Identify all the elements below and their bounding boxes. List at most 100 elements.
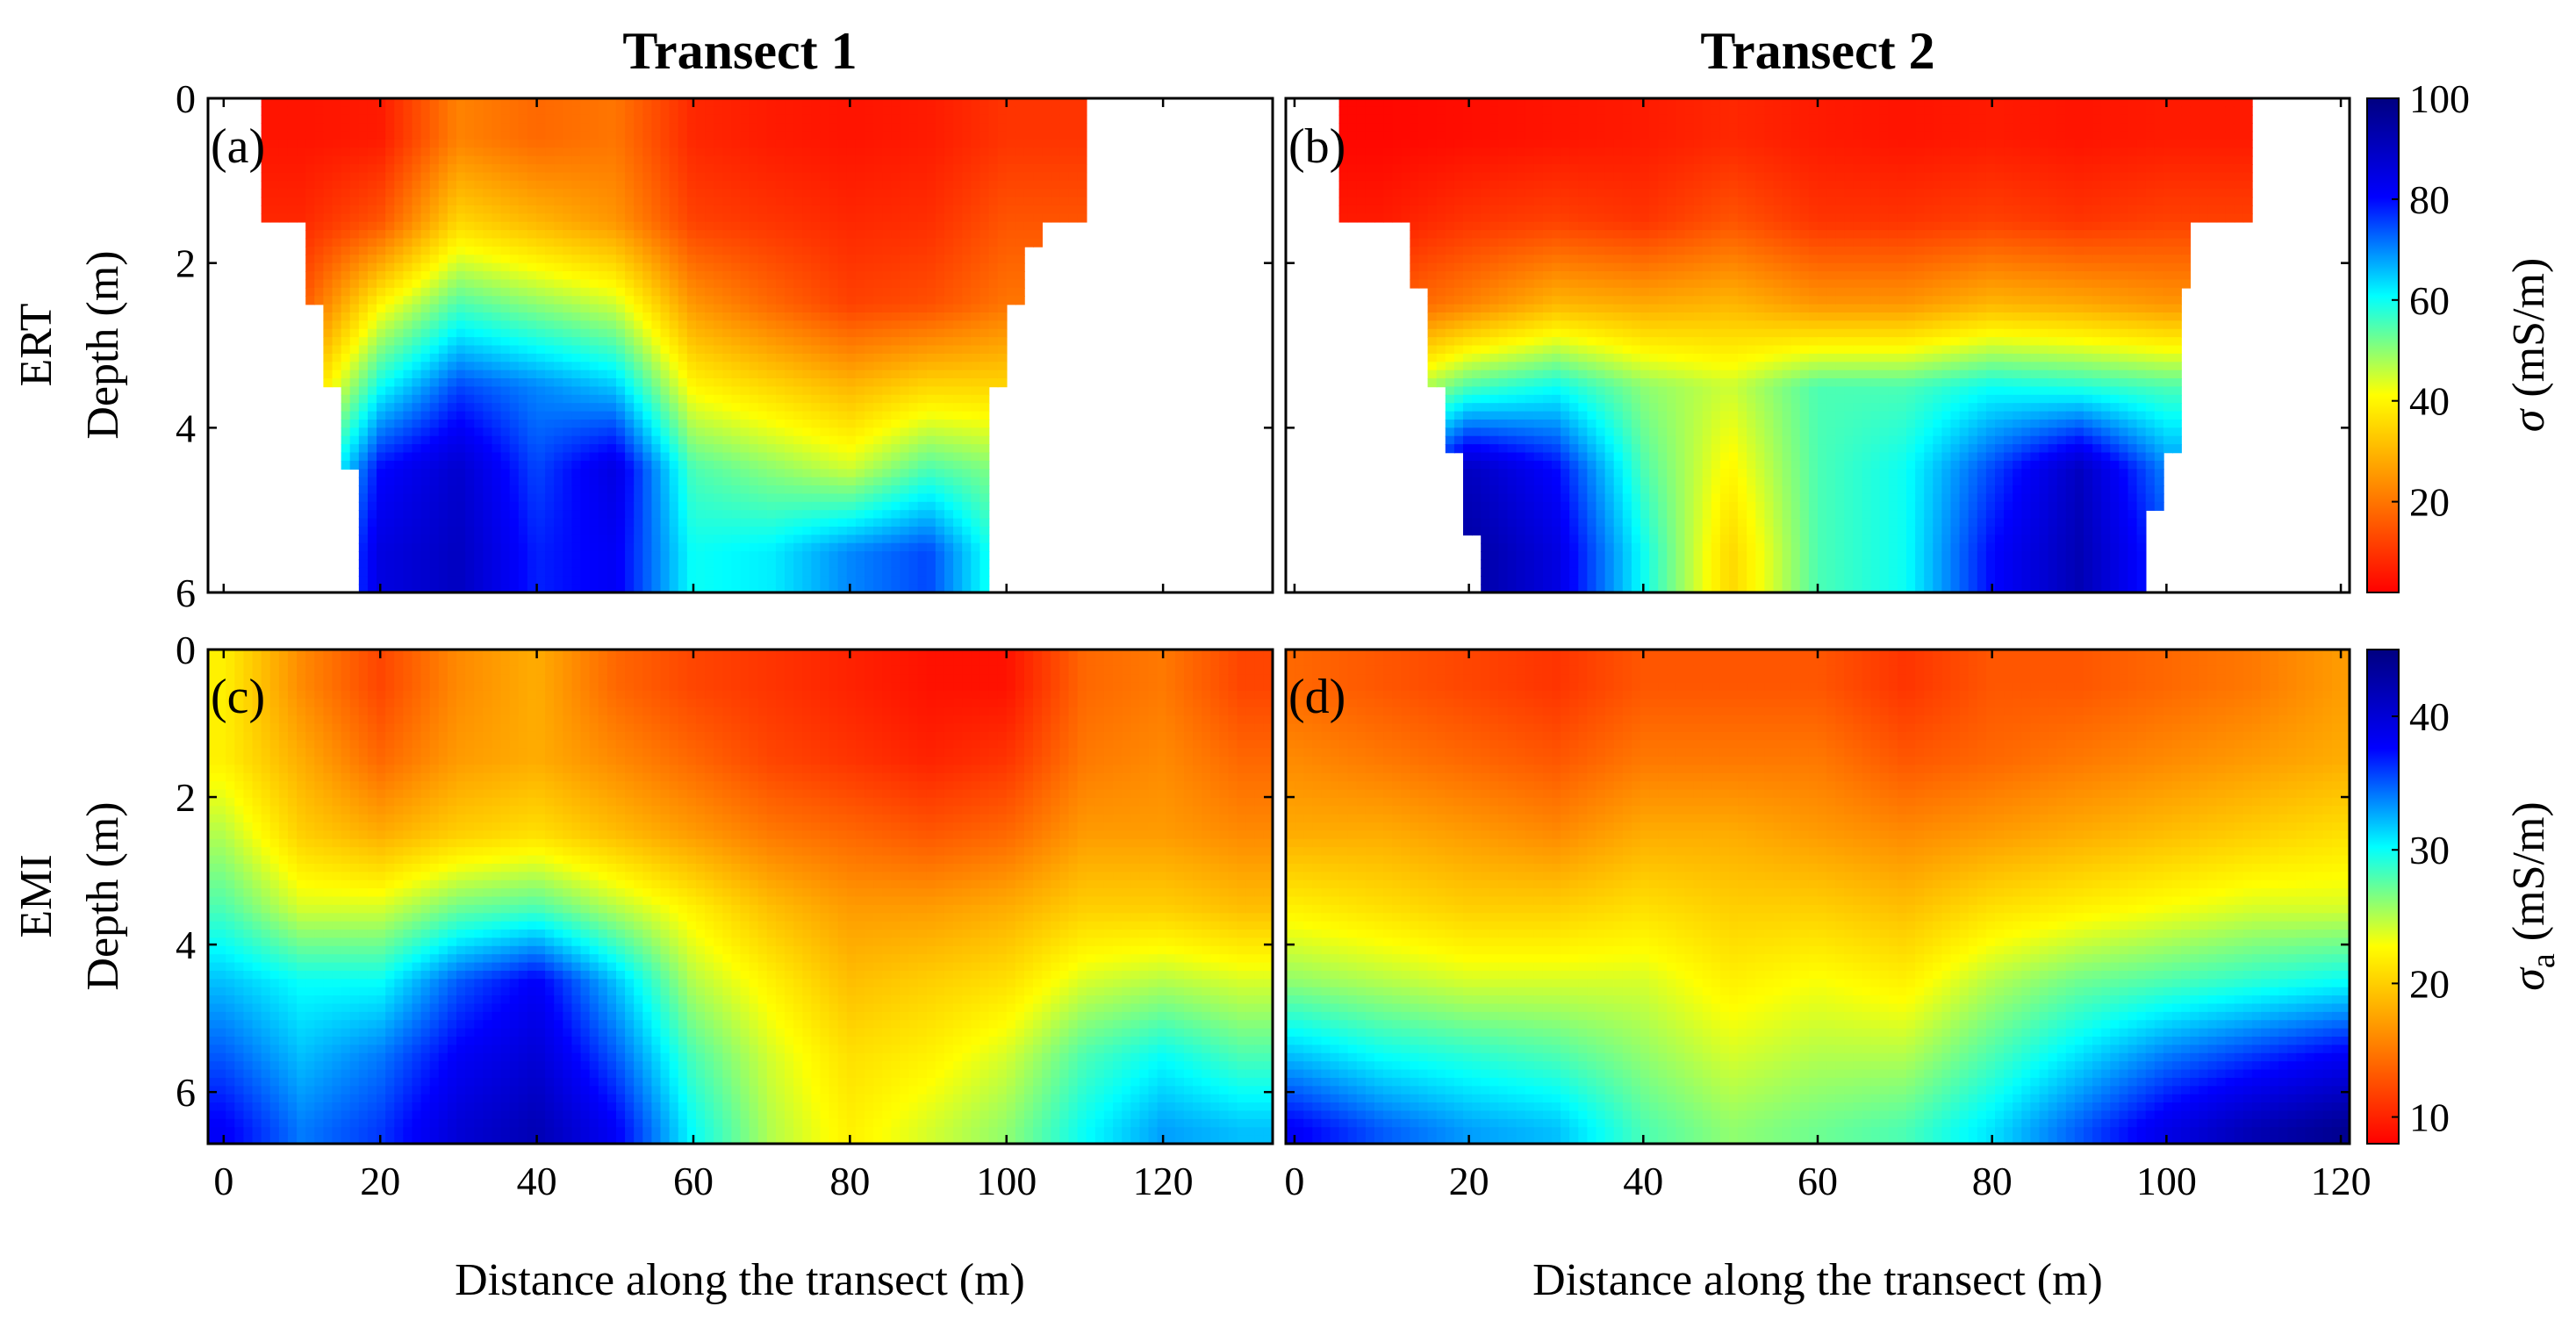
heat-cell [714, 246, 724, 256]
heat-cell [518, 477, 528, 486]
heat-cell [474, 362, 484, 371]
heat-cell [705, 123, 714, 133]
heat-cell [341, 296, 351, 305]
heat-cell [651, 123, 662, 133]
heat-cell [705, 246, 714, 256]
heat-cell [420, 444, 431, 454]
heat-cell [997, 205, 1008, 215]
heat-cell [865, 147, 874, 157]
heat-cell [554, 518, 564, 528]
heat-cell [971, 205, 981, 215]
heat-cell [598, 551, 608, 561]
heat-cell [429, 411, 440, 420]
heat-cell [403, 362, 413, 371]
heat-cell [536, 197, 546, 206]
heat-cell [447, 419, 457, 429]
heat-cell [705, 469, 714, 478]
heat-cell [447, 501, 457, 511]
heat-cell [766, 279, 777, 289]
heat-cell [882, 312, 893, 322]
heat-cell [660, 197, 671, 206]
heat-cell [722, 493, 733, 503]
heat-cell [571, 452, 582, 462]
heat-cell [642, 469, 653, 478]
heat-cell [811, 205, 822, 215]
heat-cell [429, 477, 440, 486]
heat-cell [855, 213, 865, 223]
heat-cell [695, 469, 706, 478]
heat-cell [261, 172, 271, 182]
heat-cell [900, 304, 910, 313]
heat-cell [332, 320, 342, 330]
heat-cell [492, 296, 502, 305]
heat-cell [394, 271, 405, 281]
heat-cell [465, 147, 476, 157]
heat-cell [527, 221, 537, 231]
heat-cell [882, 394, 893, 404]
heat-cell [447, 172, 457, 182]
heat-cell [873, 576, 884, 585]
heat-cell [882, 378, 893, 388]
heat-cell [606, 386, 617, 396]
heat-cell [953, 312, 964, 322]
heat-cell [642, 345, 653, 355]
heat-cell [527, 394, 537, 404]
heat-cell [474, 535, 484, 544]
heat-cell [686, 485, 697, 495]
heat-cell [953, 394, 964, 404]
heat-cell [323, 279, 334, 289]
heat-cell [722, 238, 733, 248]
heat-cell [962, 419, 972, 429]
heat-cell [1347, 147, 1358, 157]
heat-cell [377, 576, 386, 585]
heat-cell [412, 378, 422, 388]
heat-cell [837, 287, 848, 297]
heat-cell [766, 164, 777, 174]
heat-cell [714, 131, 724, 140]
heat-cell [1410, 172, 1420, 182]
heat-cell [917, 584, 928, 592]
heat-cell [563, 576, 573, 585]
heat-cell [971, 493, 981, 503]
heat-cell [820, 518, 830, 528]
heat-cell [785, 337, 794, 347]
heat-cell [731, 98, 742, 108]
heat-cell [358, 238, 369, 248]
heat-cell [1006, 123, 1016, 133]
heat-cell [606, 238, 617, 248]
heat-cell [837, 485, 848, 495]
heat-cell [971, 386, 981, 396]
heat-cell [686, 435, 697, 445]
heat-cell [377, 246, 386, 256]
heat-cell [606, 230, 617, 240]
heat-cell [971, 271, 981, 281]
heat-cell [634, 114, 644, 124]
heat-cell [740, 304, 750, 313]
heat-cell [598, 403, 608, 413]
heat-cell [367, 559, 377, 569]
heat-cell [669, 197, 679, 206]
heat-cell [1006, 106, 1016, 116]
heat-cell [660, 271, 671, 281]
heat-cell [377, 164, 386, 174]
heat-cell [606, 98, 617, 108]
heat-cell [775, 452, 786, 462]
heat-cell [766, 345, 777, 355]
heat-cell [962, 501, 972, 511]
heat-cell [492, 353, 502, 363]
heat-cell [349, 213, 360, 223]
heat-cell [908, 238, 919, 248]
heat-cell [695, 246, 706, 256]
heat-cell [1374, 139, 1384, 149]
heat-cell [820, 106, 830, 116]
heat-cell [500, 469, 511, 478]
heat-cell [766, 312, 777, 322]
heat-cell [598, 469, 608, 478]
heat-cell [606, 518, 617, 528]
heat-cell [606, 147, 617, 157]
heat-cell [1015, 246, 1025, 256]
heat-cell [358, 477, 369, 486]
heat-cell [323, 205, 334, 215]
heat-cell [403, 304, 413, 313]
heat-cell [341, 255, 351, 264]
